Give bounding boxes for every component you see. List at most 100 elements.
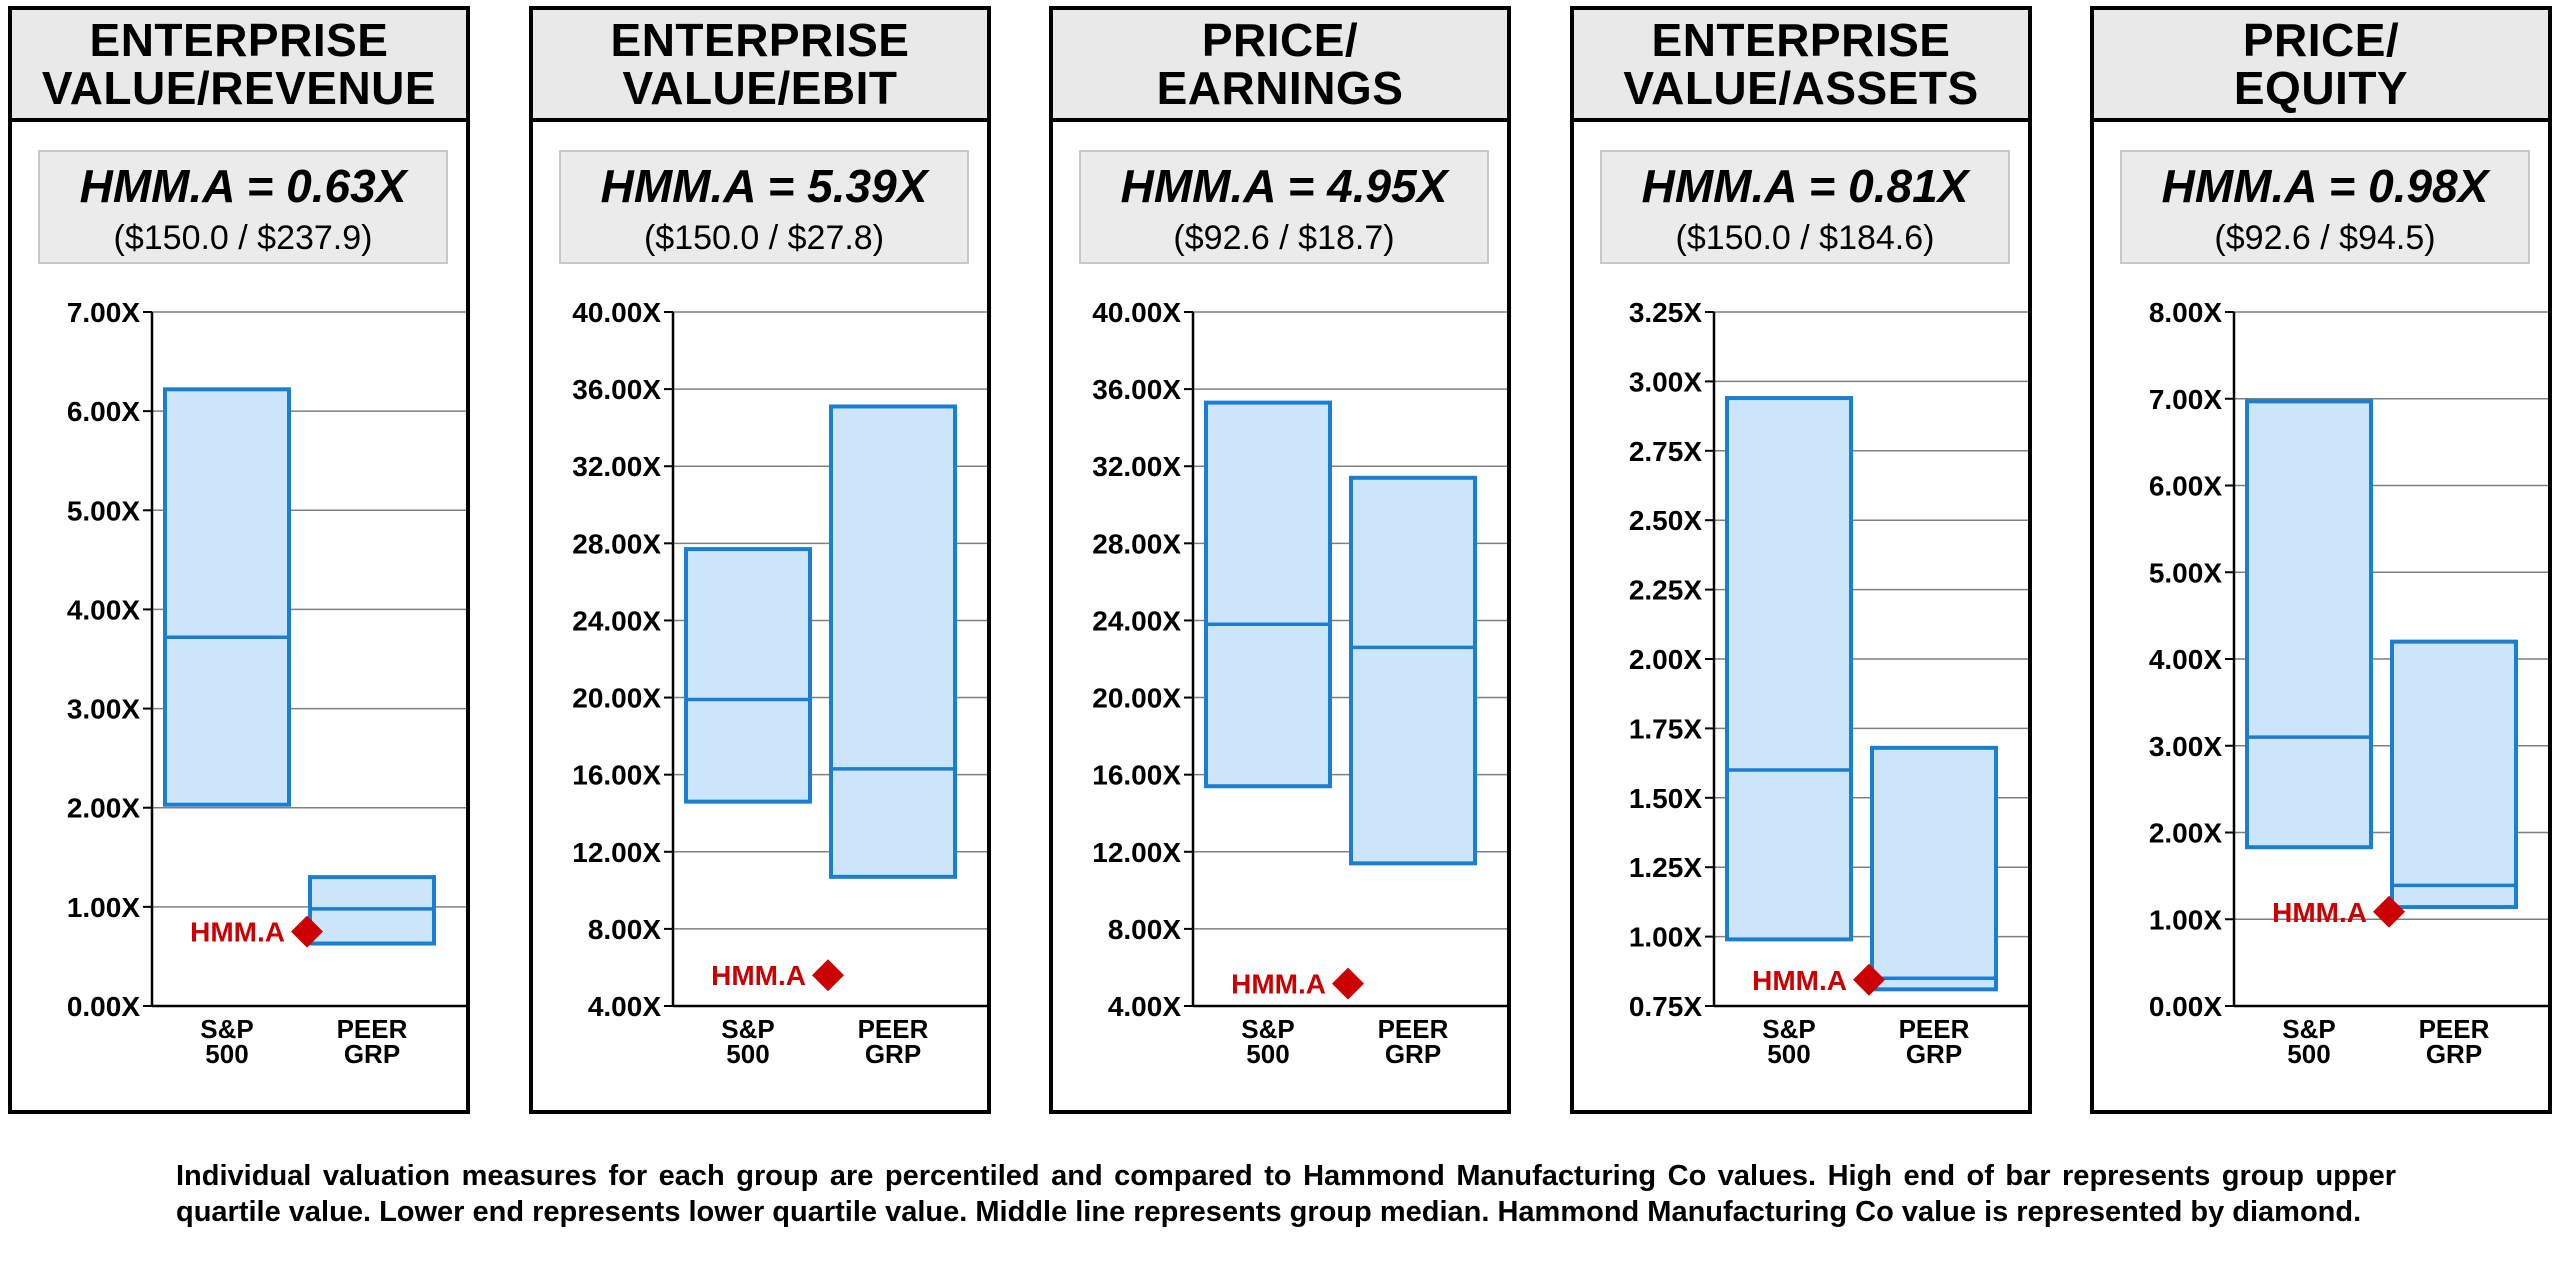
x-category-label: PEER <box>858 1014 929 1044</box>
quartile-box <box>2390 639 2518 910</box>
company-metric-value: HMM.A = 0.98X <box>2161 160 2489 212</box>
company-marker-label: HMM.A <box>711 960 806 991</box>
y-tick-label: 20.00X <box>1092 683 1181 714</box>
x-category-label: S&P <box>1762 1014 1815 1044</box>
quartile-box <box>2245 399 2373 850</box>
y-tick-label: 5.00X <box>2149 557 2222 588</box>
panel-title: ENTERPRISE VALUE/REVENUE <box>41 14 437 114</box>
y-tick-label: 40.00X <box>572 297 661 328</box>
company-metric-box: HMM.A = 4.95X ($92.6 / $18.7) <box>1079 150 1489 264</box>
y-tick-label: 4.00X <box>588 991 661 1022</box>
y-tick-label: 2.00X <box>67 793 140 824</box>
y-tick-label: 4.00X <box>1108 991 1181 1022</box>
y-tick-label: 0.00X <box>67 991 140 1022</box>
y-tick-label: 8.00X <box>588 914 661 945</box>
y-tick-label: 7.00X <box>67 297 140 328</box>
x-category-label: GRP <box>865 1039 921 1069</box>
company-metric-value: HMM.A = 4.95X <box>1120 160 1448 212</box>
company-marker-label: HMM.A <box>190 917 285 948</box>
company-metric-value: HMM.A = 5.39X <box>600 160 928 212</box>
y-tick-label: 1.75X <box>1629 713 1702 744</box>
quartile-box <box>163 387 291 807</box>
y-tick-label: 24.00X <box>1092 605 1181 636</box>
y-tick-label: 4.00X <box>67 594 140 625</box>
company-diamond-marker <box>2373 895 2405 928</box>
y-tick-label: 1.50X <box>1629 783 1702 814</box>
x-category-label: PEER <box>2419 1014 2490 1044</box>
y-tick-label: 8.00X <box>2149 297 2222 328</box>
x-category-label: PEER <box>1899 1014 1970 1044</box>
y-tick-label: 2.50X <box>1629 505 1702 536</box>
y-tick-label: 6.00X <box>67 396 140 427</box>
y-tick-label: 2.00X <box>2149 818 2222 849</box>
valuation-panel-ev-ebit: ENTERPRISE VALUE/EBIT HMM.A = 5.39X ($15… <box>529 6 991 1114</box>
box-chart-price-equity: 0.00X 1.00X 2.00X 3.00X 4.00X 5.00X 6.00X 7.00X… <box>2149 297 2548 1069</box>
panel-header: ENTERPRISE VALUE/ASSETS <box>1574 10 2028 122</box>
company-diamond-marker <box>291 915 323 948</box>
y-tick-label: 2.75X <box>1629 436 1702 467</box>
x-category-label: GRP <box>1906 1039 1962 1069</box>
panel-title: ENTERPRISE VALUE/ASSETS <box>1623 14 1979 114</box>
y-tick-label: 1.25X <box>1629 852 1702 883</box>
box-chart-ev-ebit: 4.00X 8.00X 12.00X 16.00X 20.00X 24.00X 28.00X… <box>572 297 987 1069</box>
x-category-label: 500 <box>1767 1039 1810 1069</box>
footnote: Individual valuation measures for each g… <box>176 1160 2396 1228</box>
box-chart-price-earnings: 4.00X 8.00X 12.00X 16.00X 20.00X 24.00X 28.00X… <box>1092 297 1507 1069</box>
y-tick-label: 36.00X <box>1092 374 1181 405</box>
y-tick-label: 0.75X <box>1629 991 1702 1022</box>
x-category-label: 500 <box>2287 1039 2330 1069</box>
x-category-label: GRP <box>2426 1039 2482 1069</box>
x-category-label: S&P <box>721 1014 774 1044</box>
panel-header: ENTERPRISE VALUE/EBIT <box>533 10 987 122</box>
y-tick-label: 24.00X <box>572 605 661 636</box>
valuation-panel-price-equity: PRICE/ EQUITY HMM.A = 0.98X ($92.6 / $94… <box>2090 6 2552 1114</box>
y-tick-label: 3.00X <box>67 694 140 725</box>
y-tick-label: 12.00X <box>1092 837 1181 868</box>
y-tick-label: 2.25X <box>1629 575 1702 606</box>
quartile-box <box>1870 745 1998 992</box>
company-metric-box: HMM.A = 0.98X ($92.6 / $94.5) <box>2120 150 2530 264</box>
company-diamond-marker <box>1853 963 1885 996</box>
company-marker-label: HMM.A <box>2272 897 2367 928</box>
company-metric-box: HMM.A = 0.81X ($150.0 / $184.6) <box>1600 150 2010 264</box>
quartile-box <box>1349 475 1477 866</box>
y-tick-label: 3.00X <box>2149 731 2222 762</box>
valuation-panel-price-earnings: PRICE/ EARNINGS HMM.A = 4.95X ($92.6 / $… <box>1049 6 1511 1114</box>
y-tick-label: 1.00X <box>2149 904 2222 935</box>
y-tick-label: 2.00X <box>1629 644 1702 675</box>
y-tick-label: 1.00X <box>1629 922 1702 953</box>
quartile-box <box>829 404 957 879</box>
x-category-label: 500 <box>205 1039 248 1069</box>
x-category-label: 500 <box>1246 1039 1289 1069</box>
y-tick-label: 4.00X <box>2149 644 2222 675</box>
company-metric-calculation: ($150.0 / $27.8) <box>643 219 885 257</box>
y-tick-label: 32.00X <box>1092 451 1181 482</box>
company-metric-box: HMM.A = 0.63X ($150.0 / $237.9) <box>38 150 448 264</box>
valuation-panel-ev-revenue: ENTERPRISE VALUE/REVENUE HMM.A = 0.63X (… <box>8 6 470 1114</box>
y-tick-label: 3.25X <box>1629 297 1702 328</box>
company-metric-box: HMM.A = 5.39X ($150.0 / $27.8) <box>559 150 969 264</box>
x-category-label: PEER <box>1378 1014 1449 1044</box>
box-chart-ev-revenue: 0.00X 1.00X 2.00X 3.00X 4.00X 5.00X 6.00X 7.00X… <box>67 297 466 1069</box>
x-category-label: GRP <box>1385 1039 1441 1069</box>
quartile-box <box>684 547 812 804</box>
company-marker-label: HMM.A <box>1231 969 1326 1000</box>
company-metric-calculation: ($92.6 / $94.5) <box>2214 219 2436 257</box>
y-tick-label: 28.00X <box>1092 528 1181 559</box>
y-tick-label: 1.00X <box>67 892 140 923</box>
x-category-label: S&P <box>1241 1014 1294 1044</box>
valuation-panel-ev-assets: ENTERPRISE VALUE/ASSETS HMM.A = 0.81X ($… <box>1570 6 2032 1114</box>
box-chart-ev-assets: 0.75X 1.00X 1.25X 1.50X 1.75X 2.00X 2.25X 2.50X… <box>1629 297 2028 1069</box>
panel-title: PRICE/ EQUITY <box>2233 14 2409 114</box>
panel-header: PRICE/ EQUITY <box>2094 10 2548 122</box>
panel-title: ENTERPRISE VALUE/EBIT <box>610 14 910 114</box>
panel-title: PRICE/ EARNINGS <box>1156 14 1404 114</box>
y-tick-label: 20.00X <box>572 683 661 714</box>
y-tick-label: 3.00X <box>1629 366 1702 397</box>
y-tick-label: 0.00X <box>2149 991 2222 1022</box>
y-tick-label: 8.00X <box>1108 914 1181 945</box>
y-tick-label: 36.00X <box>572 374 661 405</box>
company-metric-value: HMM.A = 0.81X <box>1641 160 1969 212</box>
y-tick-label: 5.00X <box>67 495 140 526</box>
company-diamond-marker <box>1332 967 1364 1000</box>
